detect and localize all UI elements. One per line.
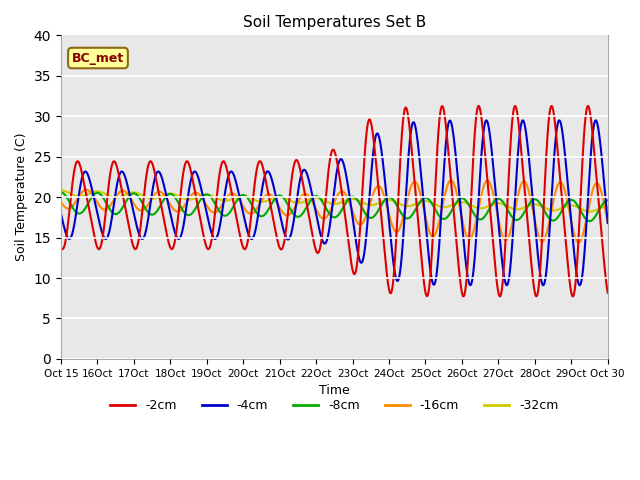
-2cm bbox=[511, 103, 519, 109]
Line: -2cm: -2cm bbox=[61, 106, 608, 296]
-16cm bbox=[120, 188, 127, 193]
-16cm bbox=[534, 232, 542, 238]
-32cm bbox=[534, 202, 542, 208]
-4cm bbox=[120, 170, 127, 176]
-4cm bbox=[57, 211, 65, 216]
-2cm bbox=[57, 244, 65, 250]
Title: Soil Temperatures Set B: Soil Temperatures Set B bbox=[243, 15, 426, 30]
-32cm bbox=[57, 187, 65, 193]
-32cm bbox=[593, 207, 601, 213]
-2cm bbox=[604, 290, 612, 296]
-4cm bbox=[604, 220, 612, 226]
-16cm bbox=[575, 240, 582, 245]
Line: -8cm: -8cm bbox=[61, 192, 608, 221]
-32cm bbox=[152, 195, 159, 201]
-32cm bbox=[291, 199, 298, 205]
-8cm bbox=[534, 198, 542, 204]
-32cm bbox=[604, 204, 612, 209]
-8cm bbox=[593, 210, 601, 216]
-8cm bbox=[120, 204, 127, 209]
Line: -4cm: -4cm bbox=[61, 120, 608, 285]
-8cm bbox=[586, 218, 593, 224]
-8cm bbox=[291, 212, 298, 218]
Line: -32cm: -32cm bbox=[61, 190, 608, 212]
-4cm bbox=[592, 118, 600, 123]
Y-axis label: Soil Temperature (C): Soil Temperature (C) bbox=[15, 133, 28, 262]
-2cm bbox=[291, 161, 298, 167]
-16cm bbox=[593, 180, 601, 186]
-8cm bbox=[152, 210, 159, 216]
-32cm bbox=[120, 193, 127, 199]
-4cm bbox=[291, 214, 298, 220]
-16cm bbox=[604, 220, 612, 226]
-2cm bbox=[120, 195, 127, 201]
X-axis label: Time: Time bbox=[319, 384, 349, 397]
-16cm bbox=[152, 191, 159, 196]
Line: -16cm: -16cm bbox=[61, 180, 608, 242]
-4cm bbox=[534, 254, 542, 260]
-16cm bbox=[57, 199, 65, 204]
-32cm bbox=[267, 196, 275, 202]
-4cm bbox=[152, 172, 159, 178]
-16cm bbox=[291, 205, 298, 211]
-2cm bbox=[267, 203, 275, 208]
-8cm bbox=[57, 190, 65, 195]
-2cm bbox=[569, 293, 577, 299]
-8cm bbox=[604, 197, 612, 203]
Legend: -2cm, -4cm, -8cm, -16cm, -32cm: -2cm, -4cm, -8cm, -16cm, -32cm bbox=[105, 395, 563, 418]
-32cm bbox=[586, 209, 594, 215]
-16cm bbox=[447, 177, 455, 183]
-2cm bbox=[152, 174, 159, 180]
-2cm bbox=[593, 184, 601, 190]
-4cm bbox=[576, 282, 584, 288]
-2cm bbox=[534, 287, 542, 293]
-4cm bbox=[593, 121, 601, 127]
-16cm bbox=[267, 192, 275, 198]
Text: BC_met: BC_met bbox=[72, 51, 124, 64]
-4cm bbox=[267, 173, 275, 179]
-8cm bbox=[267, 203, 275, 209]
